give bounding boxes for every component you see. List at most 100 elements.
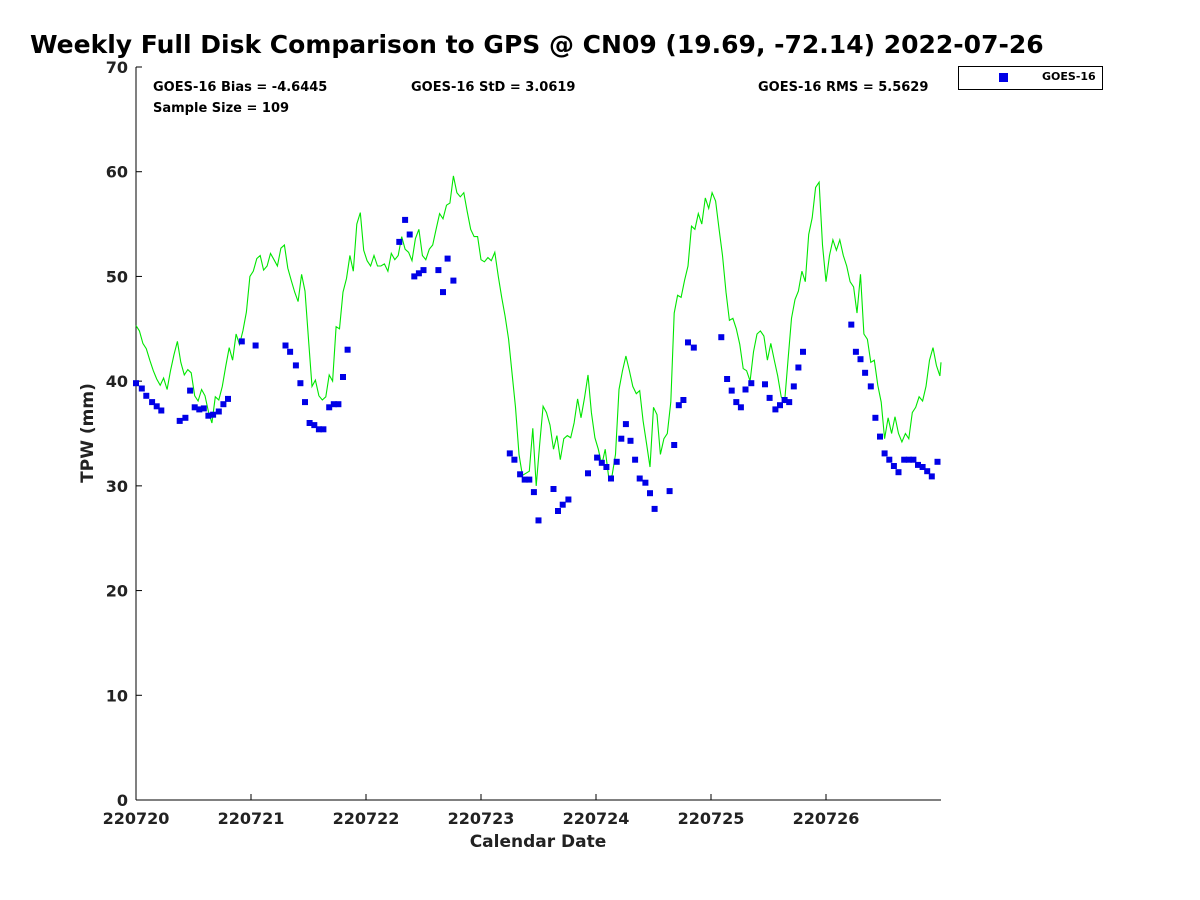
goes16-point xyxy=(690,344,697,351)
goes16-point xyxy=(632,456,639,463)
goes16-point xyxy=(138,385,145,392)
goes16-point xyxy=(444,255,451,262)
y-tick-label: 10 xyxy=(106,686,128,705)
goes16-point xyxy=(737,404,744,411)
goes16-point xyxy=(282,342,289,349)
goes16-point xyxy=(396,238,403,245)
goes16-point xyxy=(420,267,427,274)
goes16-point xyxy=(919,464,926,470)
goes16-point xyxy=(622,421,629,428)
goes16-point xyxy=(535,517,542,524)
goes16-point xyxy=(852,348,859,355)
gps-series-line xyxy=(135,175,942,486)
goes16-point xyxy=(302,399,308,406)
goes16-point xyxy=(867,383,874,390)
gps-line-layer xyxy=(135,175,942,486)
y-tick-label: 20 xyxy=(106,582,128,601)
goes16-point xyxy=(915,461,921,468)
x-tick-label: 220724 xyxy=(563,809,630,828)
goes16-point xyxy=(777,402,783,409)
goes16-point xyxy=(786,399,793,406)
goes16-point xyxy=(872,414,879,421)
goes16-point xyxy=(762,381,768,388)
goes16-point xyxy=(176,417,183,424)
goes16-point xyxy=(238,338,245,345)
goes16-point xyxy=(647,490,653,497)
goes16-point xyxy=(306,420,313,426)
goes16-point xyxy=(671,442,678,448)
goes16-point xyxy=(311,422,318,429)
goes16-point xyxy=(158,407,165,414)
goes16-point xyxy=(748,380,755,387)
goes16-point xyxy=(187,387,194,394)
y-tick-label: 0 xyxy=(117,791,128,810)
goes16-point xyxy=(344,346,351,353)
goes16-point xyxy=(766,394,773,401)
goes16-marker-layer xyxy=(133,216,941,524)
goes16-point xyxy=(910,456,917,463)
y-tick-label: 30 xyxy=(106,477,128,496)
goes16-point xyxy=(297,380,304,387)
x-axis-label: Calendar Date xyxy=(470,832,607,852)
goes16-point xyxy=(613,458,620,465)
goes16-point xyxy=(191,404,198,411)
goes16-point xyxy=(675,402,682,409)
goes16-point xyxy=(153,403,160,410)
goes16-point xyxy=(149,399,156,406)
goes16-point xyxy=(680,397,687,403)
x-tick-label: 220726 xyxy=(793,809,860,828)
y-tick-label: 50 xyxy=(106,267,128,286)
goes16-point xyxy=(848,321,855,328)
goes16-point xyxy=(559,501,566,508)
goes16-point xyxy=(890,463,897,469)
goes16-point xyxy=(565,496,572,503)
goes16-point xyxy=(320,426,327,433)
goes16-point xyxy=(881,450,888,457)
goes16-point xyxy=(685,339,691,346)
y-tick-label: 40 xyxy=(106,372,128,391)
goes16-point xyxy=(877,433,883,440)
goes16-point xyxy=(225,395,231,402)
goes16-point xyxy=(133,380,139,387)
goes16-point xyxy=(862,369,869,376)
goes16-point xyxy=(326,404,333,411)
goes16-point xyxy=(642,479,649,486)
goes16-point xyxy=(340,374,346,380)
goes16-point xyxy=(934,458,941,465)
x-tick-label: 220720 xyxy=(103,809,170,828)
goes16-point xyxy=(905,456,912,463)
goes16-point xyxy=(742,386,749,393)
goes16-point xyxy=(517,471,524,478)
goes16-point xyxy=(924,468,931,475)
goes16-point xyxy=(440,289,446,296)
goes16-point xyxy=(627,437,634,444)
goes16-point xyxy=(335,401,342,408)
goes16-point xyxy=(666,488,673,495)
goes16-point xyxy=(733,399,740,406)
goes16-point xyxy=(550,486,557,492)
goes16-point xyxy=(415,270,422,277)
x-tick-label: 220721 xyxy=(218,809,285,828)
x-tick-label: 220725 xyxy=(678,809,745,828)
y-tick-label: 60 xyxy=(106,163,128,182)
goes16-point xyxy=(795,364,802,371)
axes: 0 10 20 30 40 50 60 70 220720 220721 220722 220723 2… xyxy=(103,58,941,828)
goes16-point xyxy=(608,475,614,482)
goes16-point xyxy=(526,476,533,483)
goes16-point xyxy=(506,450,513,457)
bias-stat: GOES-16 Bias = -4.6445 xyxy=(153,80,328,95)
goes16-point xyxy=(210,411,217,418)
goes16-point xyxy=(594,454,601,461)
goes16-point xyxy=(205,412,212,419)
goes16-point xyxy=(857,356,864,363)
goes16-point xyxy=(521,476,528,483)
goes16-point xyxy=(895,469,902,476)
goes16-point xyxy=(886,456,893,463)
goes16-point xyxy=(411,273,418,280)
sample-size-stat: Sample Size = 109 xyxy=(153,101,290,116)
goes16-point xyxy=(790,383,797,390)
goes16-point xyxy=(724,376,731,382)
goes16-point xyxy=(292,362,299,369)
goes16-point xyxy=(772,406,779,413)
